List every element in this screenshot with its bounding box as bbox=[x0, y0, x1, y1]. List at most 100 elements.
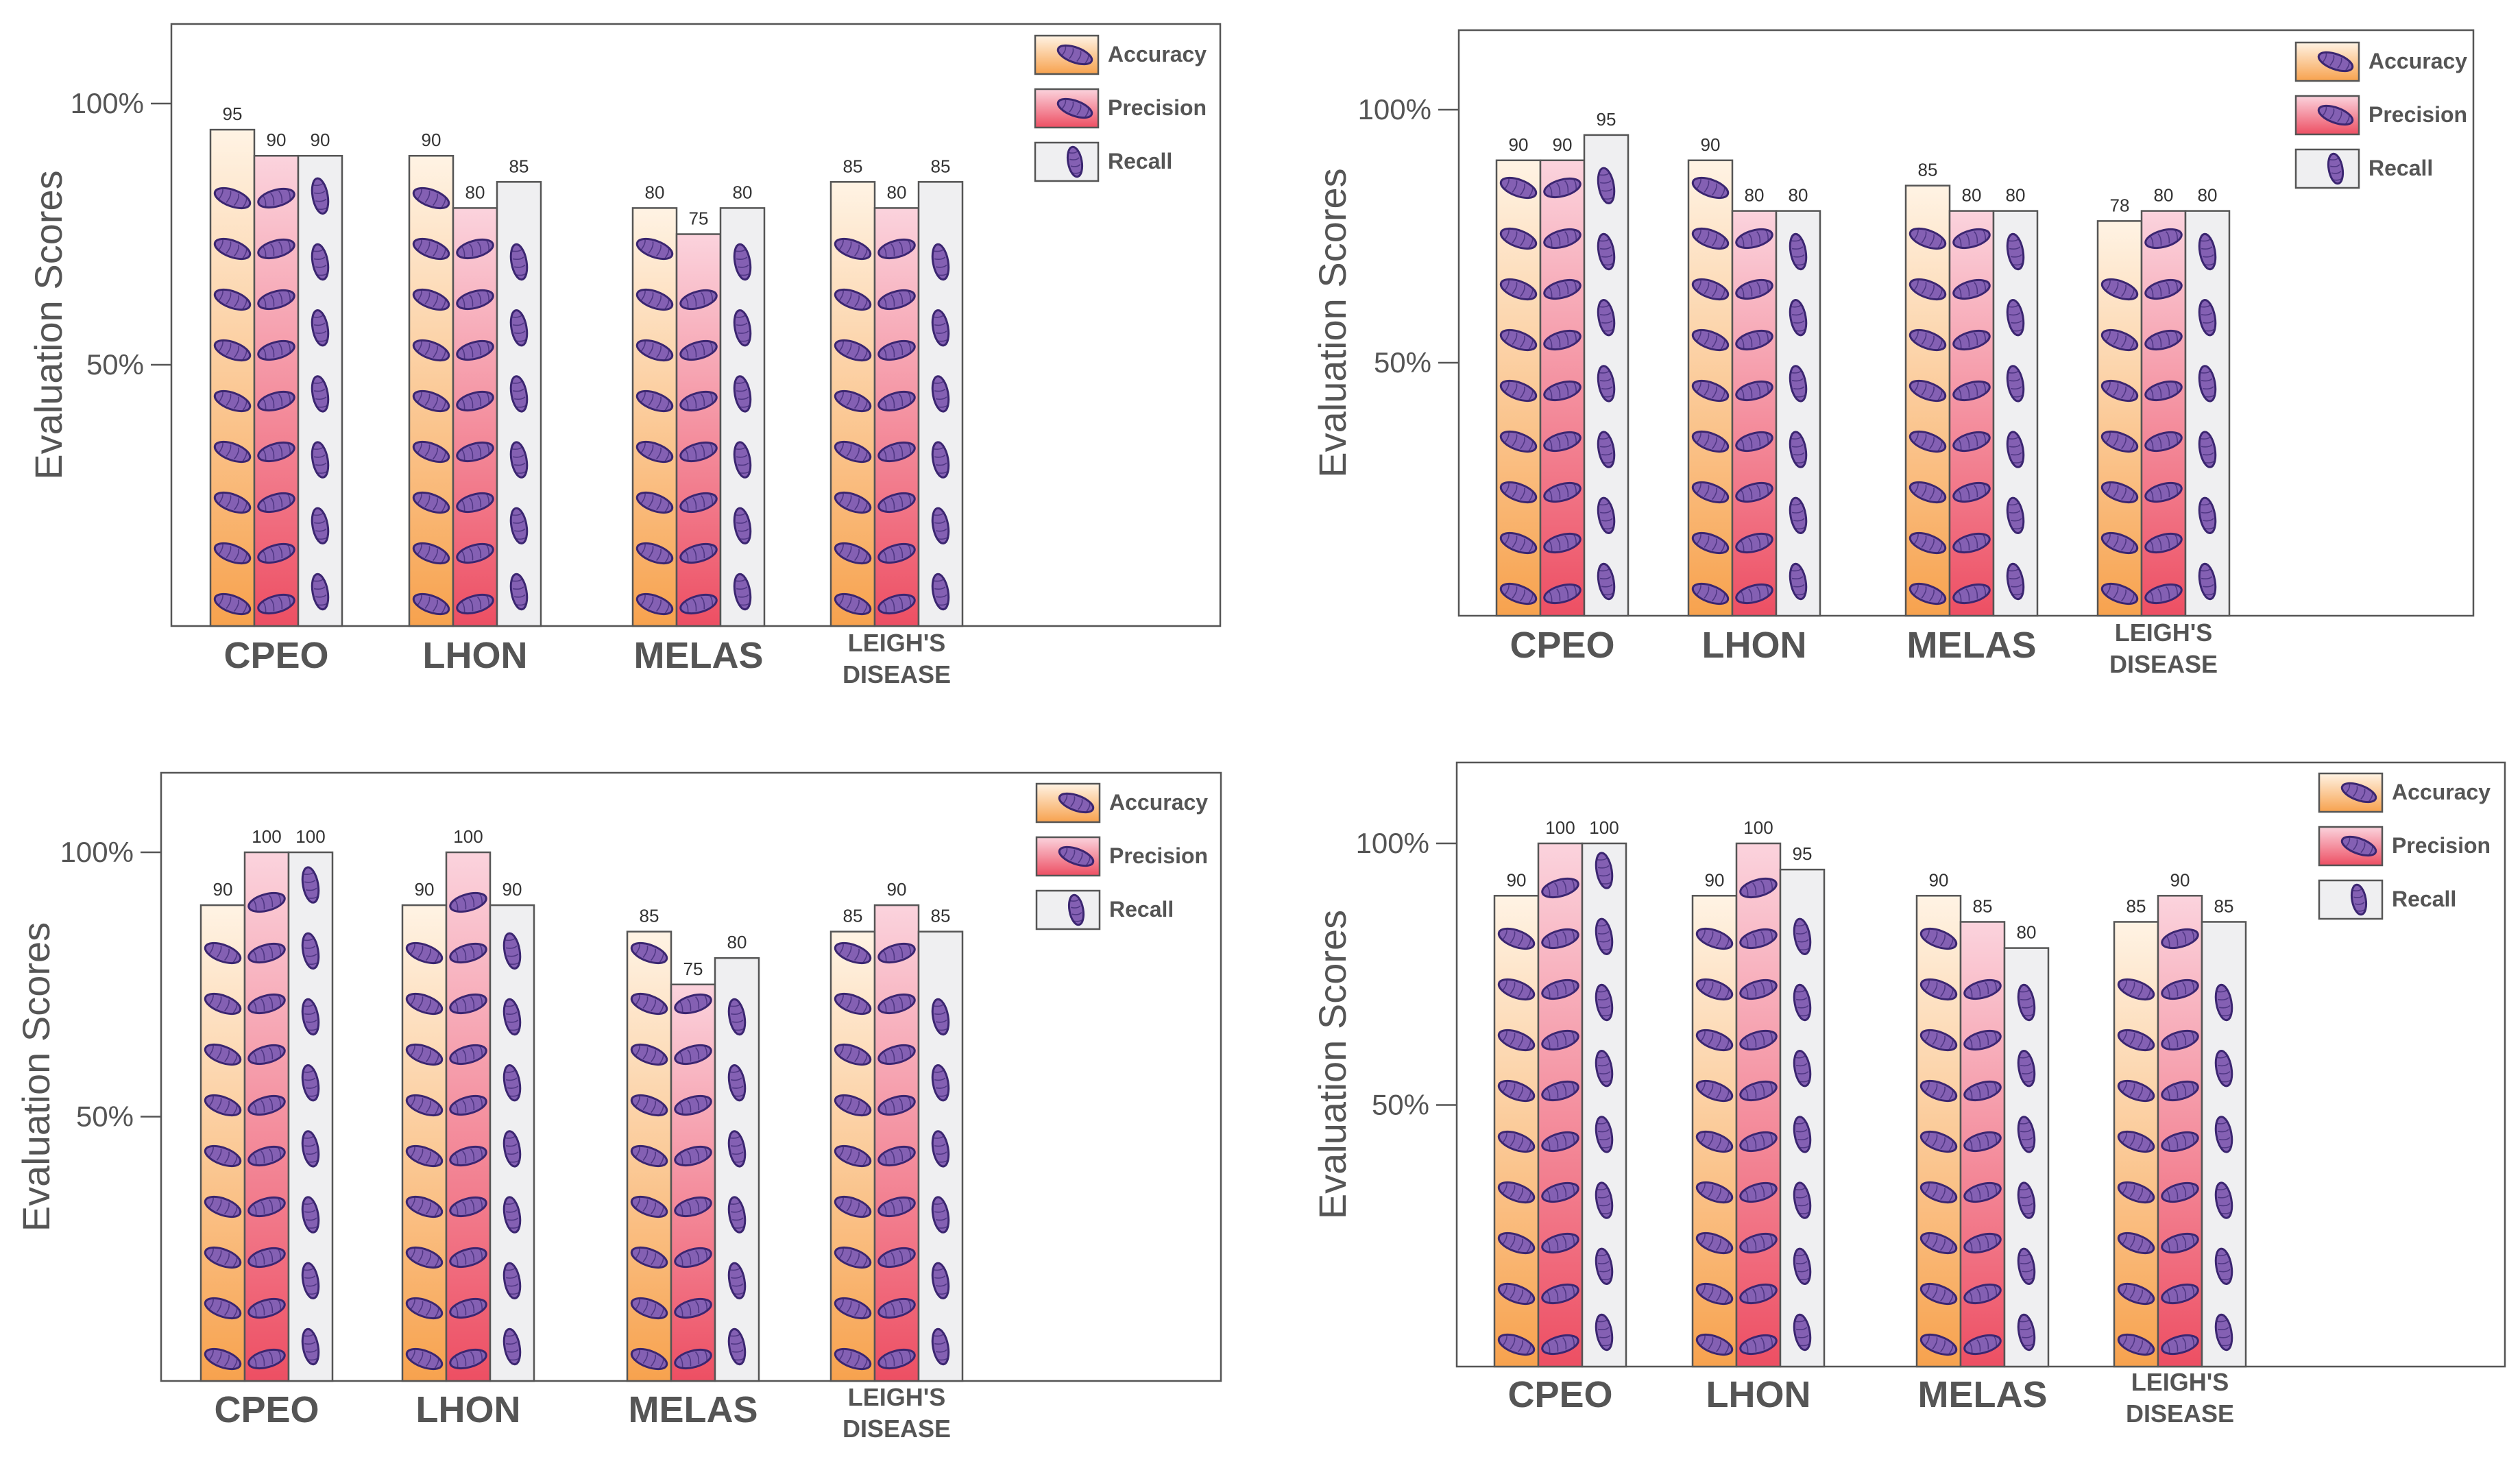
bar-value-label: 90 bbox=[1705, 869, 1725, 890]
category-label: MELAS bbox=[1918, 1374, 2048, 1415]
legend-label: Precision bbox=[1109, 843, 1208, 868]
bar-recall bbox=[489, 904, 535, 1382]
category-label: MELAS bbox=[629, 1389, 758, 1430]
legend: Accuracy Precision Recall bbox=[1035, 782, 1208, 930]
bar-value-label: 90 bbox=[415, 879, 435, 900]
bar-group-4: 85 90 85 LEIGH'S DISEASE bbox=[2113, 869, 2247, 1428]
category-label-line2: DISEASE bbox=[2126, 1399, 2234, 1428]
bar-value-label: 100 bbox=[295, 826, 325, 847]
chart-panel-4: Evaluation Scores 100% 50% 90 100 100 CPEO 90 10… bbox=[1311, 761, 2506, 1428]
bar-value-label: 85 bbox=[931, 906, 951, 926]
bar-precision bbox=[1948, 210, 1995, 617]
legend-label: Precision bbox=[2392, 833, 2491, 858]
bar-value-label: 90 bbox=[422, 130, 441, 150]
mitochondria-icon bbox=[2317, 51, 2354, 73]
bar-precision bbox=[243, 851, 290, 1382]
bar-group-1: 90 100 100 CPEO bbox=[199, 826, 334, 1430]
legend-item-accuracy: Accuracy bbox=[2294, 41, 2467, 82]
bar-value-label: 80 bbox=[1789, 185, 1808, 206]
bar-value-label: 90 bbox=[1701, 134, 1721, 155]
bar-precision bbox=[670, 983, 716, 1382]
category-label: CPEO bbox=[223, 635, 328, 676]
category-label: LEIGH'S bbox=[2115, 618, 2213, 647]
bar-value-label: 95 bbox=[223, 104, 243, 124]
legend-label: Recall bbox=[2368, 156, 2433, 180]
bar-accuracy bbox=[209, 128, 256, 627]
mitochondria-icon bbox=[1056, 44, 1093, 66]
bar-value-label: 85 bbox=[640, 906, 659, 926]
bar-accuracy bbox=[631, 207, 678, 627]
bar-value-label: 80 bbox=[2017, 922, 2037, 943]
category-label: LEIGH'S bbox=[2131, 1368, 2229, 1396]
category-label: CPEO bbox=[214, 1389, 319, 1430]
bar-value-label: 80 bbox=[2006, 185, 2026, 206]
y-tick-label: 100% bbox=[71, 87, 144, 119]
legend: Accuracy Precision Recall bbox=[2318, 772, 2491, 920]
bar-accuracy bbox=[2113, 921, 2159, 1368]
legend-item-recall: Recall bbox=[2318, 879, 2456, 920]
bar-accuracy bbox=[401, 904, 448, 1382]
bar-recall bbox=[287, 851, 334, 1382]
bar-value-label: 95 bbox=[1793, 843, 1813, 864]
legend-item-recall: Recall bbox=[2294, 148, 2433, 189]
bar-value-label: 90 bbox=[502, 879, 522, 900]
category-label-line2: DISEASE bbox=[843, 1415, 951, 1443]
bar-value-label: 80 bbox=[2198, 185, 2218, 206]
bar-accuracy bbox=[829, 181, 876, 627]
bar-value-label: 75 bbox=[683, 959, 703, 979]
bar-value-label: 90 bbox=[213, 879, 233, 900]
legend-label: Accuracy bbox=[2392, 780, 2491, 804]
bar-recall bbox=[1779, 868, 1826, 1368]
bar-value-label: 90 bbox=[2170, 869, 2190, 890]
category-label: LHON bbox=[1702, 625, 1807, 666]
legend-item-precision: Precision bbox=[1035, 836, 1208, 877]
bar-value-label: 80 bbox=[727, 932, 747, 952]
legend-item-accuracy: Accuracy bbox=[1035, 782, 1208, 824]
bar-accuracy bbox=[829, 930, 876, 1382]
bar-value-label: 85 bbox=[2214, 896, 2234, 916]
legend-label: Precision bbox=[2368, 102, 2467, 127]
category-label: LEIGH'S bbox=[848, 1383, 946, 1411]
bar-value-label: 90 bbox=[311, 130, 330, 150]
mitochondria-icon bbox=[2317, 104, 2354, 126]
bar-recall bbox=[2184, 210, 2231, 617]
bar-value-label: 85 bbox=[843, 906, 863, 926]
bar-accuracy bbox=[1495, 159, 1542, 617]
mitochondria-icon bbox=[2340, 835, 2377, 857]
mitochondria-icon bbox=[1056, 97, 1093, 119]
y-tick-label: 100% bbox=[1358, 93, 1431, 125]
bar-recall bbox=[297, 154, 343, 627]
bar-precision bbox=[452, 207, 498, 627]
bar-value-label: 90 bbox=[1553, 134, 1573, 155]
category-label: LHON bbox=[423, 635, 528, 676]
bar-value-label: 85 bbox=[843, 156, 863, 176]
bar-precision bbox=[1959, 921, 2006, 1368]
bar-precision bbox=[873, 207, 920, 627]
legend: Accuracy Precision Recall bbox=[2294, 41, 2467, 189]
category-label-line2: DISEASE bbox=[843, 660, 951, 688]
bar-recall bbox=[1583, 134, 1629, 617]
legend-label: Precision bbox=[1108, 95, 1207, 120]
bar-accuracy bbox=[408, 154, 455, 627]
legend-label: Recall bbox=[1109, 897, 1174, 922]
bar-accuracy bbox=[1687, 159, 1734, 617]
bar-accuracy bbox=[199, 904, 246, 1382]
bar-value-label: 100 bbox=[252, 826, 281, 847]
category-label: LHON bbox=[416, 1389, 521, 1430]
y-axis-title: Evaluation Scores bbox=[1311, 168, 1354, 477]
bar-group-4: 85 80 85 LEIGH'S DISEASE bbox=[829, 156, 964, 688]
bar-value-label: 90 bbox=[887, 879, 907, 900]
bar-recall bbox=[496, 181, 542, 627]
category-label: LEIGH'S bbox=[848, 629, 946, 657]
bar-precision bbox=[253, 154, 300, 627]
bar-group-4: 85 90 85 LEIGH'S DISEASE bbox=[829, 879, 964, 1443]
legend-item-recall: Recall bbox=[1035, 889, 1174, 930]
bar-group-1: 90 100 100 CPEO bbox=[1493, 817, 1627, 1415]
legend: Accuracy Precision Recall bbox=[1034, 34, 1207, 182]
bar-value-label: 90 bbox=[1929, 869, 1949, 890]
bar-group-4: 78 80 80 LEIGH'S DISEASE bbox=[2096, 185, 2231, 678]
bar-value-label: 85 bbox=[931, 156, 951, 176]
bar-value-label: 80 bbox=[887, 182, 907, 202]
bar-recall bbox=[1581, 842, 1627, 1368]
